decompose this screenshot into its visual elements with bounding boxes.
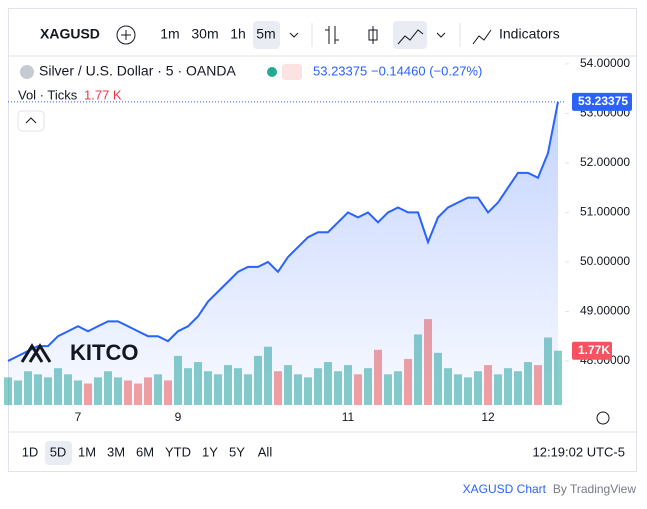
- collapse-icon: [25, 117, 37, 124]
- price-area: [8, 101, 558, 406]
- x-tick-label: 9: [175, 410, 182, 424]
- range[interactable]: 1Y: [202, 444, 218, 459]
- area-icon[interactable]: [397, 29, 424, 45]
- x-tick-label: 11: [342, 410, 355, 424]
- add-icon: [121, 30, 131, 40]
- y-tick-label: 51.00000: [580, 205, 630, 219]
- range[interactable]: 3M: [107, 444, 125, 459]
- symbol[interactable]: XAGUSD: [40, 26, 100, 42]
- legend-change: −0.14460 (−0.27%): [371, 63, 482, 78]
- range[interactable]: 5D: [50, 444, 67, 459]
- x-tick-label: 12: [481, 410, 495, 424]
- legend-title: Silver / U.S. Dollar · 5 · OANDA: [39, 63, 236, 79]
- settings[interactable]: [596, 411, 610, 425]
- interval[interactable]: 1h: [230, 26, 246, 42]
- range[interactable]: 1M: [78, 444, 96, 459]
- price-line: [7, 101, 559, 362]
- range[interactable]: 5Y: [229, 444, 245, 459]
- bars-icon[interactable]: [325, 26, 339, 44]
- interval[interactable]: 1m: [160, 26, 179, 42]
- range[interactable]: 1D: [22, 444, 39, 459]
- symbol-logo: [20, 65, 34, 79]
- y-tick-label: 54.00000: [580, 56, 630, 70]
- y-tick-label: 52.00000: [580, 155, 630, 169]
- range[interactable]: All: [258, 444, 273, 459]
- area-bg: [393, 21, 427, 49]
- add-symbol[interactable]: [116, 25, 136, 45]
- interval-menu[interactable]: [289, 32, 299, 38]
- watermark: KITCO: [70, 340, 138, 365]
- interval[interactable]: 5m: [256, 26, 275, 42]
- interval[interactable]: 30m: [191, 26, 218, 42]
- volume-legend-value: 1.77 K: [84, 87, 122, 102]
- collapse-legend[interactable]: [17, 110, 45, 132]
- price-tag-label: 53.23375: [578, 94, 628, 108]
- volume-tag: [572, 341, 612, 360]
- legend-price: 53.23375: [313, 63, 367, 78]
- indicators[interactable]: Indicators: [499, 26, 560, 42]
- delay-badge: [282, 64, 302, 80]
- y-tick-label: 50.00000: [580, 254, 630, 268]
- y-tick-label: 49.00000: [580, 304, 630, 318]
- volume-tag-label: 1.77K: [578, 343, 610, 357]
- price-tag: [572, 92, 632, 111]
- range[interactable]: 6M: [136, 444, 154, 459]
- range[interactable]: YTD: [165, 444, 191, 459]
- type-menu[interactable]: [436, 32, 446, 38]
- footer-link[interactable]: XAGUSD Chart: [463, 482, 547, 496]
- watermark-logo: [20, 343, 52, 363]
- active-range-bg: [45, 441, 72, 465]
- footer-by: By TradingView: [553, 482, 636, 496]
- clock: 12:19:02 UTC-5: [533, 444, 626, 459]
- market-status: [267, 67, 277, 77]
- volume-legend: Vol · Ticks: [18, 87, 78, 102]
- candle-body: [368, 29, 378, 41]
- active-interval-bg: [253, 21, 280, 49]
- indicators-icon[interactable]: [472, 29, 492, 45]
- x-tick-label: 7: [75, 410, 82, 424]
